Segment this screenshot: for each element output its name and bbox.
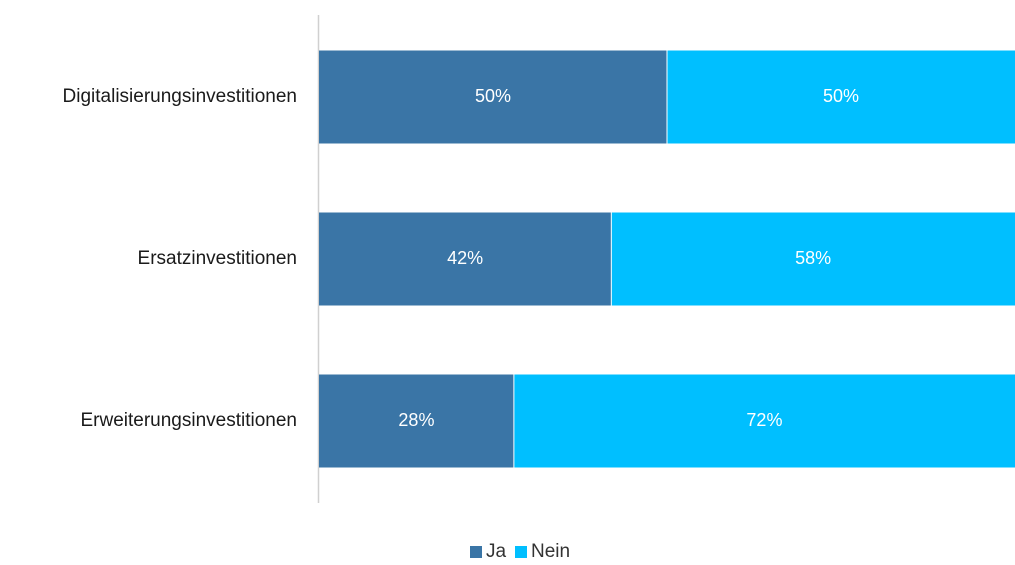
data-label-nein-ersatzinvestitionen: 58% — [795, 248, 831, 268]
legend: Ja Nein — [470, 541, 570, 562]
bar-nein-digitalisierungsinvestitionen — [667, 50, 1015, 144]
data-label-ja-erweiterungsinvestitionen: 28% — [398, 410, 434, 430]
legend-swatch-nein — [515, 546, 527, 558]
category-label-digitalisierungsinvestitionen: Digitalisierungsinvestitionen — [63, 86, 297, 107]
bar-ja-digitalisierungsinvestitionen — [319, 50, 667, 144]
bars-group: 50% 50% 42% 58% 28% 72% — [319, 50, 1015, 468]
data-label-nein-digitalisierungsinvestitionen: 50% — [823, 86, 859, 106]
bar-nein-ersatzinvestitionen — [611, 212, 1015, 306]
legend-swatch-ja — [470, 546, 482, 558]
bar-nein-erweiterungsinvestitionen — [513, 374, 1015, 468]
legend-label-ja: Ja — [486, 541, 507, 562]
category-label-ersatzinvestitionen: Ersatzinvestitionen — [138, 248, 297, 269]
data-label-ja-ersatzinvestitionen: 42% — [447, 248, 483, 268]
bar-ja-ersatzinvestitionen — [319, 212, 612, 306]
legend-label-nein: Nein — [531, 541, 570, 562]
data-label-nein-erweiterungsinvestitionen: 72% — [746, 410, 782, 430]
category-labels: Digitalisierungsinvestitionen Ersatzinves… — [63, 86, 297, 431]
bar-ja-erweiterungsinvestitionen — [319, 374, 514, 468]
data-label-ja-digitalisierungsinvestitionen: 50% — [475, 86, 511, 106]
category-label-erweiterungsinvestitionen: Erweiterungsinvestitionen — [80, 410, 297, 431]
